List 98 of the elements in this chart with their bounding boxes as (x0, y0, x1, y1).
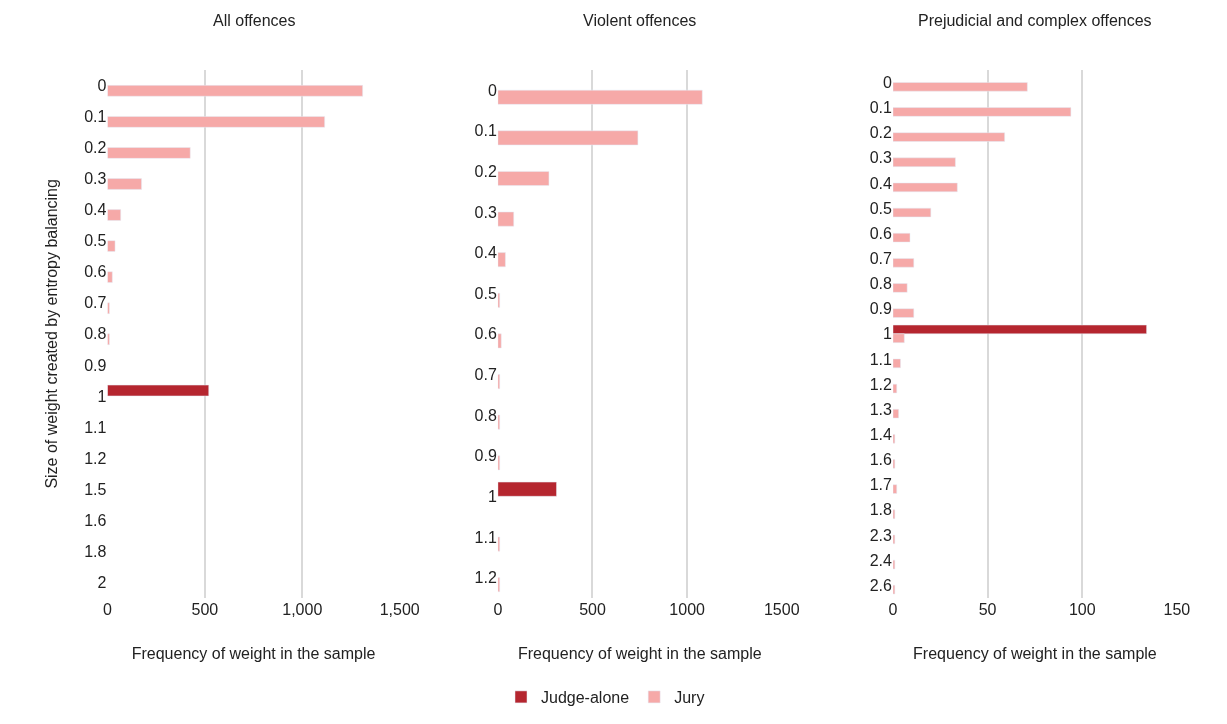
y-tick-label: 0.8 (869, 275, 893, 293)
chart-title: Violent offences (583, 12, 697, 29)
bar (107, 240, 116, 252)
y-tick-label: 0.6 (84, 263, 107, 281)
bar (497, 211, 514, 227)
bar (892, 283, 908, 293)
x-tick-label: 1,000 (282, 600, 323, 618)
bar (497, 481, 557, 497)
y-tick-label: 1 (97, 387, 107, 405)
bar (497, 252, 506, 268)
y-tick-label: 1 (487, 487, 497, 505)
x-tick-label: 500 (579, 600, 606, 618)
x-tick-label: 1,500 (379, 600, 420, 618)
y-tick-label: 1.4 (869, 426, 893, 444)
bar (107, 271, 113, 283)
y-tick-label: 0.3 (869, 149, 893, 167)
y-tick-label: 1 (883, 325, 893, 343)
y-tick-label: 1.2 (869, 375, 893, 393)
bar (892, 157, 956, 167)
legend-label: Judge-alone (541, 689, 630, 707)
y-tick-label: 1.6 (869, 451, 893, 469)
y-tick-label: 0.2 (869, 124, 893, 142)
y-tick-label: 0.8 (84, 325, 107, 343)
bar (497, 130, 639, 146)
x-tick-label: 1000 (669, 600, 706, 618)
y-tick-label: 0 (487, 81, 497, 99)
bar (107, 85, 363, 97)
bar (497, 171, 550, 186)
y-tick-label: 1.8 (84, 542, 107, 560)
x-tick-label: 500 (191, 600, 219, 618)
x-axis-title: Frequency of weight in the sample (131, 644, 376, 662)
y-tick-label: 1.5 (84, 480, 107, 498)
y-tick-label: 0.4 (869, 174, 893, 192)
y-tick-label: 0.9 (869, 300, 893, 318)
bar (107, 116, 325, 128)
bar (497, 333, 502, 349)
bar (892, 358, 901, 369)
bar (892, 182, 958, 193)
bar (892, 258, 915, 268)
y-tick-label: 0.3 (474, 203, 497, 221)
y-tick-label: 1.2 (474, 569, 497, 587)
y-tick-label: 1.7 (869, 476, 893, 494)
chart-title: Prejudicial and complex offences (918, 12, 1152, 29)
x-tick-label: 150 (1163, 600, 1191, 618)
y-tick-label: 2 (97, 573, 107, 591)
y-tick-label: 0.6 (474, 325, 497, 343)
y-tick-label: 0.1 (869, 99, 893, 117)
y-tick-label: 0.2 (474, 162, 497, 180)
y-tick-label: 0 (883, 74, 893, 92)
y-tick-label: 1.6 (84, 511, 107, 529)
y-tick-label: 0.6 (869, 224, 893, 242)
y-tick-label: 0.1 (474, 122, 497, 140)
chart-title: All offences (213, 12, 296, 29)
y-tick-label: 0.7 (84, 294, 107, 312)
y-tick-label: 0.9 (84, 356, 107, 374)
bar (497, 89, 703, 105)
y-tick-label: 0.5 (474, 284, 497, 302)
bar (107, 209, 121, 221)
bar (892, 409, 899, 419)
y-tick-label: 0.2 (84, 139, 107, 157)
y-tick-label: 2.3 (869, 526, 893, 544)
y-tick-label: 0.5 (84, 232, 107, 250)
y-tick-label: 0.8 (474, 406, 497, 424)
y-axis-title: Size of weight created by entropy balancing (43, 179, 61, 489)
y-tick-label: 1.3 (869, 400, 893, 418)
bar (107, 147, 191, 159)
y-tick-label: 0 (97, 76, 107, 94)
y-tick-label: 1.1 (869, 350, 893, 368)
bar (107, 384, 210, 397)
y-tick-label: 0.5 (869, 199, 893, 217)
y-tick-label: 1.1 (84, 418, 107, 436)
legend-label: Jury (674, 689, 705, 707)
y-tick-label: 2.6 (869, 576, 893, 594)
x-axis-title: Frequency of weight in the sample (517, 644, 762, 662)
bar (892, 233, 911, 243)
y-tick-label: 0.4 (84, 201, 107, 219)
bar (892, 383, 898, 394)
x-tick-label: 100 (1068, 600, 1096, 618)
bar (892, 207, 932, 218)
bar (892, 107, 1072, 117)
bar (892, 484, 898, 494)
y-tick-label: 0.7 (869, 250, 893, 268)
x-axis-title: Frequency of weight in the sample (913, 644, 1157, 662)
x-tick-label: 1500 (763, 600, 800, 618)
bar (107, 178, 142, 190)
bar (892, 82, 1028, 92)
y-tick-label: 0.4 (474, 244, 497, 262)
y-tick-label: 1.2 (84, 449, 107, 467)
y-tick-label: 0.9 (474, 447, 497, 465)
y-tick-label: 1.1 (474, 528, 497, 546)
y-tick-label: 2.4 (869, 551, 893, 569)
y-tick-label: 1.8 (869, 501, 893, 519)
y-tick-label: 0.7 (474, 366, 497, 384)
bar (892, 132, 1005, 142)
x-tick-label: 50 (978, 600, 997, 618)
bar (892, 308, 915, 318)
y-tick-label: 0.3 (84, 170, 107, 188)
y-tick-label: 0.1 (84, 108, 107, 126)
